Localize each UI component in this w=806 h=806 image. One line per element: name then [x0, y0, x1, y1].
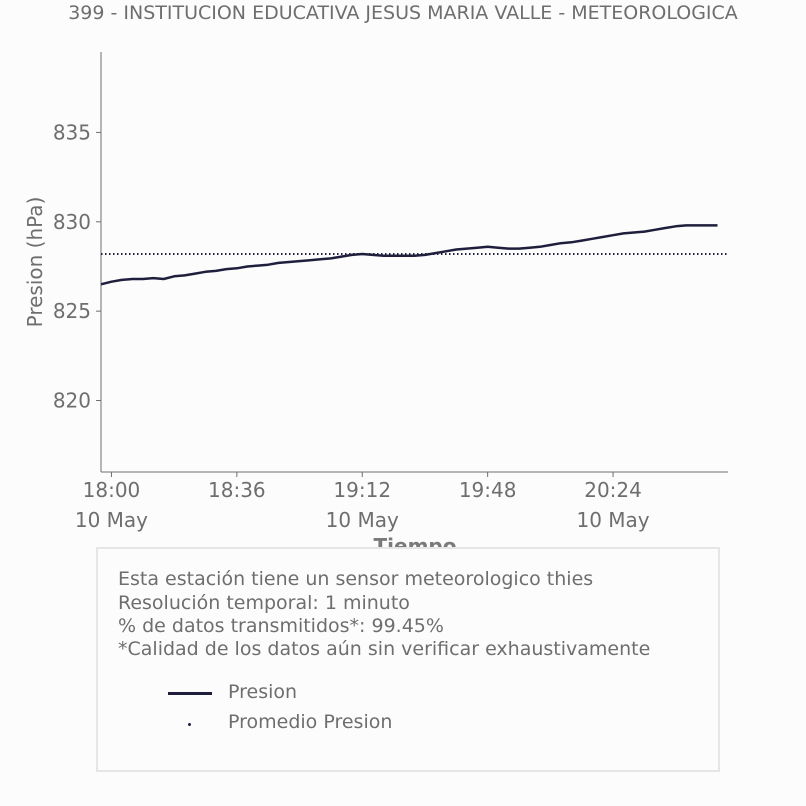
x-tick-label: 19:48 — [459, 478, 517, 502]
x-tick-date-label: 10 May — [75, 508, 148, 532]
y-tick-label: 835 — [53, 120, 91, 144]
x-tick-label: 20:24 — [584, 478, 642, 502]
info-line-resolution: Resolución temporal: 1 minuto — [118, 592, 410, 614]
x-tick-label: 18:36 — [208, 478, 266, 502]
plot-area — [100, 224, 728, 286]
legend-label: Promedio Presion — [228, 711, 393, 733]
axes — [100, 52, 728, 473]
x-tick-date-label: 10 May — [576, 508, 649, 532]
y-axis-label: Presion (hPa) — [23, 196, 47, 328]
chart-title: 399 - INSTITUCION EDUCATIVA JESUS MARIA … — [68, 2, 738, 24]
info-line-quality: *Calidad de los datos aún sin verificar … — [118, 638, 651, 660]
info-line-sensor: Esta estación tiene un sensor meteorolog… — [118, 568, 594, 590]
ticks: 820 825 830 835 18:00 10 May 18:36 19:12 10 May 1… — [53, 120, 650, 532]
legend-label: Presion — [228, 681, 298, 703]
x-tick-label: 18:00 — [83, 478, 141, 502]
legend-dot-marker — [188, 723, 191, 726]
x-tick-label: 19:12 — [333, 478, 391, 502]
y-tick-label: 830 — [53, 210, 91, 234]
x-tick-date-label: 10 May — [326, 508, 399, 532]
y-tick-label: 820 — [53, 389, 91, 413]
info-line-transmitted: % de datos transmitidos*: 99.45% — [118, 615, 444, 637]
series-line-presion — [100, 224, 718, 286]
y-tick-label: 825 — [53, 299, 91, 323]
info-box: Esta estación tiene un sensor meteorolog… — [96, 547, 720, 772]
legend-line-marker — [168, 692, 212, 695]
